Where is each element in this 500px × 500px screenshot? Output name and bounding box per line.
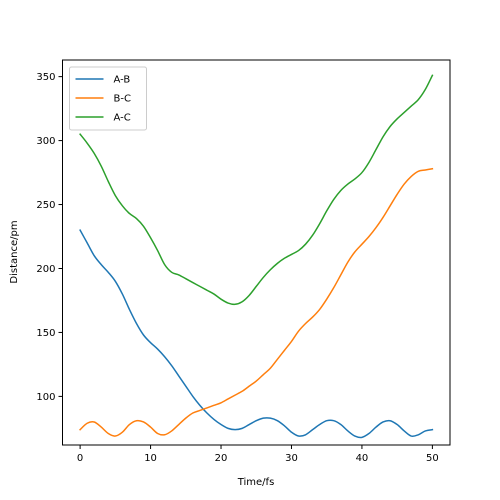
plot-frame [62,59,451,446]
x-tick-label: 30 [285,453,298,464]
y-tick-label: 200 [36,264,55,275]
series-line-a-b [79,229,434,439]
y-axis-label: Distance/pm [9,220,20,283]
x-tick-label: 50 [426,453,439,464]
legend-label: B-C [114,94,131,105]
series-line-b-c [79,167,434,437]
x-tick-label: 20 [215,453,228,464]
x-tick-label: 40 [356,453,369,464]
x-axis-ticks: 0 10 20 30 40 50 [77,445,439,464]
legend-label: A-C [114,113,131,124]
series-layer [79,74,434,439]
y-tick-label: 300 [36,136,55,147]
y-tick-label: 350 [36,72,55,83]
x-tick-label: 10 [144,453,157,464]
legend-label: A-B [114,75,131,86]
y-tick-label: 150 [36,328,55,339]
y-axis-ticks: 100 150 200 250 300 350 [36,72,63,403]
y-tick-label: 250 [36,200,55,211]
series-line-a-c [79,74,434,306]
legend: A-B B-C A-C [69,66,147,131]
legend-box [69,66,147,131]
x-axis-label: Time/fs [237,477,275,488]
x-tick-label: 0 [77,453,83,464]
y-tick-label: 100 [36,392,55,403]
